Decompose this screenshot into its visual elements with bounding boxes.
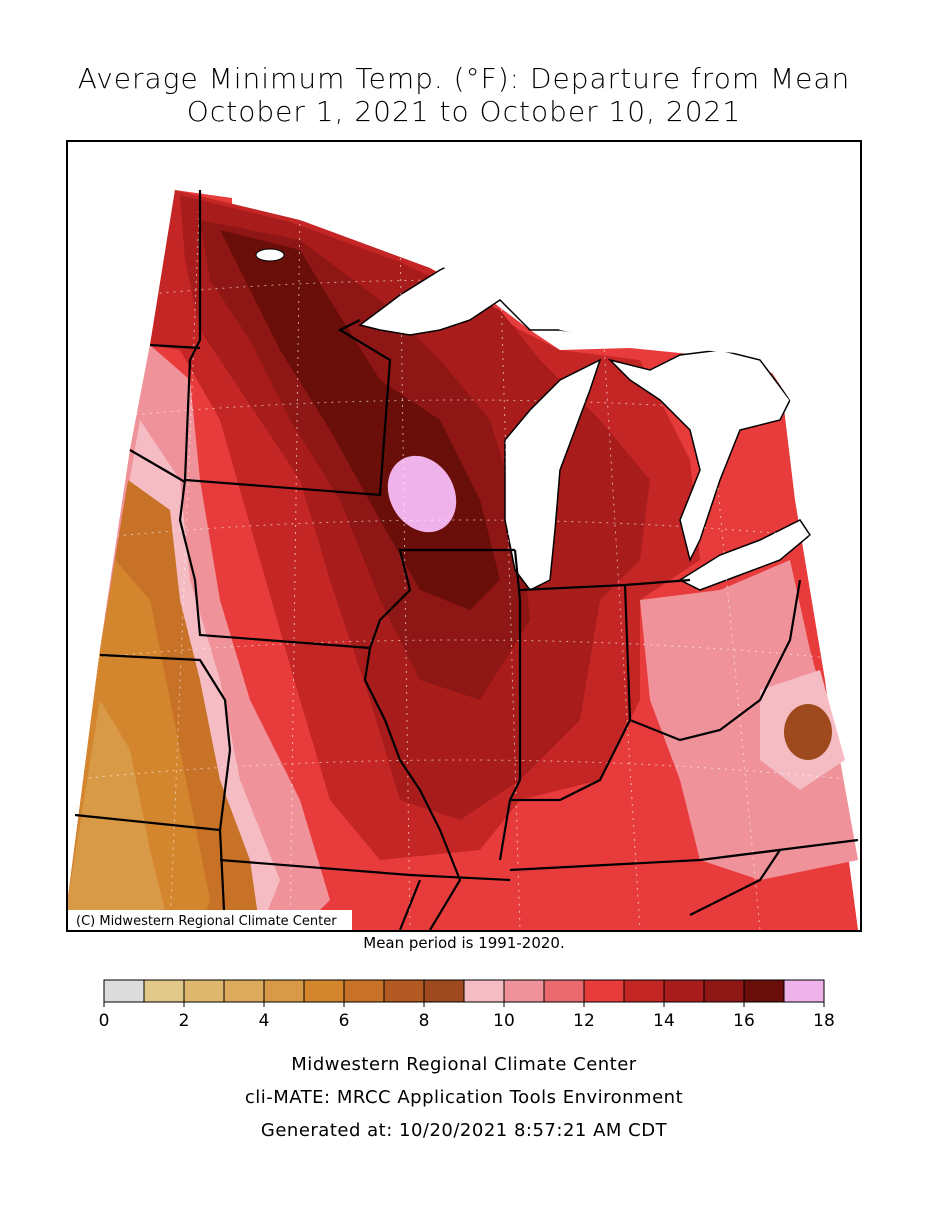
canada [232, 141, 861, 520]
footer-line: cli-MATE: MRCC Application Tools Environ… [245, 1087, 683, 1108]
lake-michigan [504, 358, 602, 591]
colorbar-bin [223, 979, 265, 1003]
lake [255, 248, 285, 262]
state-border [74, 190, 859, 931]
colorbar-tick-label: 6 [339, 1011, 350, 1031]
colorbar-tick-label: 18 [813, 1011, 835, 1031]
colorbar-bin [303, 979, 345, 1003]
map: (C) Midwestern Regional Climate Center [66, 140, 862, 932]
colorbar-bin [583, 979, 625, 1003]
copyright-box [68, 910, 352, 930]
colorbar-bin [183, 979, 225, 1003]
colorbar-bin [703, 979, 745, 1003]
subtitle: October 1, 2021 to October 10, 2021 [187, 95, 741, 128]
footer-line: Midwestern Regional Climate Center [291, 1054, 637, 1075]
colorbar-bin [343, 979, 385, 1003]
temp-field [387, 455, 457, 533]
colorbar-bin [143, 979, 185, 1003]
title: Average Minimum Temp. (°F): Departure fr… [78, 62, 851, 95]
colorbar-tick-label: 12 [573, 1011, 595, 1031]
colorbar-tick-label: 0 [99, 1011, 110, 1031]
colorbar-bin [543, 979, 585, 1003]
map-frame [66, 140, 862, 932]
footer-line: Generated at: 10/20/2021 8:57:21 AM CDT [261, 1120, 668, 1141]
colorbar-bin [623, 979, 665, 1003]
colorbar: 0 2 4 6 8 10 12 14 16 18 [99, 979, 835, 1031]
colorbar-bin [103, 979, 145, 1003]
colorbar-bin [383, 979, 425, 1003]
colorbar-bin [663, 979, 705, 1003]
temp-field [784, 704, 832, 760]
lake-erie [678, 519, 811, 591]
lake-huron [607, 349, 791, 563]
graticule [67, 189, 856, 931]
colorbar-bin [783, 979, 825, 1003]
copyright: (C) Midwestern Regional Climate Center [76, 914, 337, 929]
colorbar-tick-label: 14 [653, 1011, 675, 1031]
colorbar-bin [463, 979, 505, 1003]
temp-field [640, 560, 858, 880]
colorbar-tick-label: 2 [179, 1011, 190, 1031]
colorbar-tick-label: 8 [419, 1011, 430, 1031]
note: Mean period is 1991-2020. [363, 934, 564, 952]
colorbar-bin [503, 979, 545, 1003]
colorbar-tick-label: 16 [733, 1011, 755, 1031]
colorbar-tick-label: 10 [493, 1011, 515, 1031]
colorbar-bin [263, 979, 305, 1003]
temp-field [67, 700, 170, 930]
colorbar-tick-label: 4 [259, 1011, 270, 1031]
colorbar-bin [743, 979, 785, 1003]
colorbar-bin [423, 979, 465, 1003]
